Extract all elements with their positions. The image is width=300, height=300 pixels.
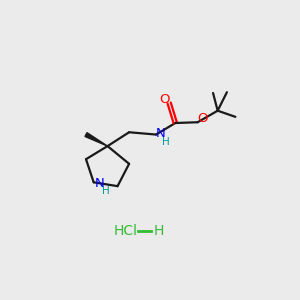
Text: HCl: HCl: [113, 224, 137, 238]
Text: H: H: [102, 186, 110, 196]
Text: O: O: [159, 93, 170, 106]
Text: H: H: [162, 137, 170, 147]
Text: H: H: [154, 224, 164, 238]
Text: O: O: [197, 112, 208, 125]
Polygon shape: [85, 133, 108, 146]
Text: N: N: [156, 127, 166, 140]
Text: N: N: [95, 177, 105, 190]
